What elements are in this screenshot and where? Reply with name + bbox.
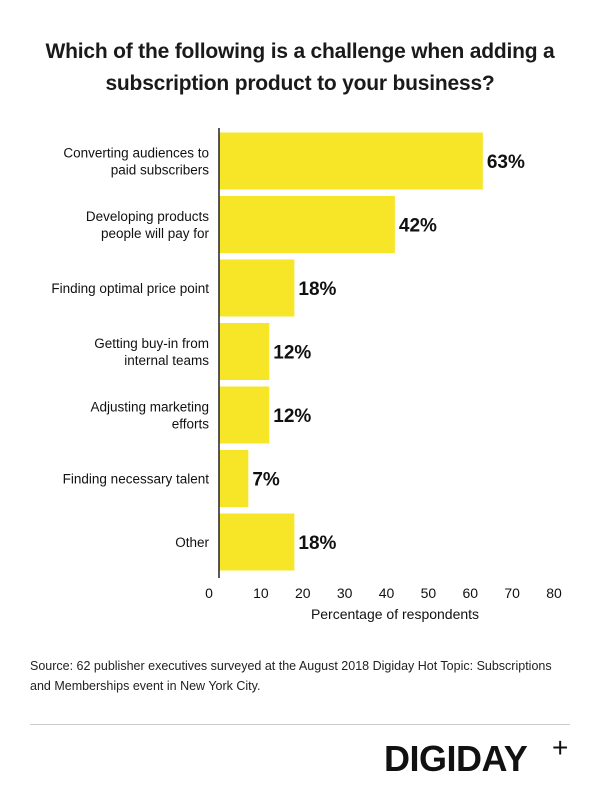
category-label: people will pay for [101, 226, 210, 241]
divider [30, 724, 570, 725]
bar [219, 196, 395, 253]
x-tick-label: 10 [253, 585, 269, 601]
category-label: internal teams [124, 353, 209, 368]
bar-value-label: 12% [273, 343, 311, 364]
source-note: Source: 62 publisher executives surveyed… [30, 659, 552, 693]
bar [219, 450, 249, 507]
bar-value-label: 63% [487, 152, 525, 173]
plus-icon: + [552, 732, 569, 763]
category-label: efforts [172, 417, 210, 432]
x-tick-label: 80 [546, 585, 562, 601]
bar [219, 386, 270, 444]
x-tick-label: 60 [462, 585, 478, 601]
x-tick-label: 40 [379, 585, 395, 601]
bar [219, 132, 483, 190]
bar-value-label: 7% [252, 470, 280, 491]
x-axis-label: Percentage of respondents [311, 606, 479, 622]
category-label: Converting audiences to [63, 146, 209, 161]
category-label: Adjusting marketing [90, 400, 209, 415]
bar-value-label: 18% [298, 533, 336, 554]
bar-value-label: 12% [273, 406, 311, 427]
category-label: Finding necessary talent [63, 472, 210, 487]
category-label: Finding optimal price point [51, 281, 209, 296]
x-tick-label: 50 [421, 585, 437, 601]
category-label: Other [175, 535, 209, 550]
category-label: Getting buy-in from [94, 336, 209, 351]
x-tick-label: 30 [337, 585, 353, 601]
x-tick-label: 20 [295, 585, 311, 601]
bar-value-label: 42% [399, 216, 437, 237]
chart-title: Which of the following is a challenge wh… [30, 36, 570, 100]
category-label: Developing products [86, 209, 209, 224]
x-tick-label: 70 [504, 585, 520, 601]
bar [219, 513, 295, 571]
bar-chart: 63% Converting audiences to paid subscribe… [51, 128, 562, 622]
bar-value-label: 18% [298, 279, 336, 300]
bar [219, 259, 295, 317]
x-tick-label: 0 [205, 585, 213, 601]
chart-title-line: Which of the following is a challenge wh… [45, 40, 555, 63]
category-label: paid subscribers [111, 163, 210, 178]
chart-title-line: subscription product to your business? [105, 72, 495, 95]
digiday-logo: DIGIDAY [384, 738, 528, 779]
bar [219, 323, 270, 380]
